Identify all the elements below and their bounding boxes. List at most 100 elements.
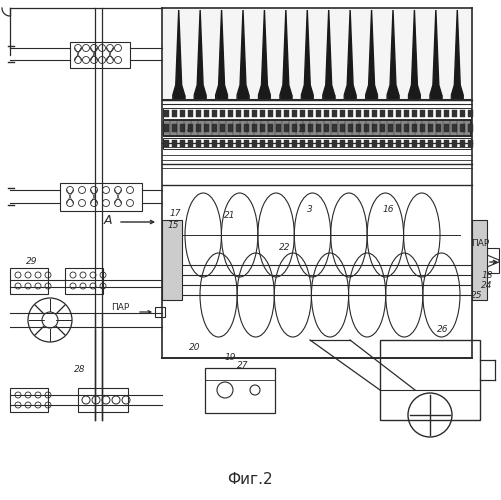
Bar	[164, 110, 169, 117]
Bar	[220, 124, 225, 132]
Bar	[276, 140, 281, 147]
Text: 16: 16	[382, 206, 394, 214]
Bar	[468, 124, 473, 132]
Bar	[472, 220, 487, 300]
Bar	[155, 307, 165, 317]
Polygon shape	[387, 10, 399, 100]
Bar	[284, 140, 289, 147]
Bar	[260, 110, 265, 117]
Polygon shape	[280, 10, 292, 100]
Text: 19: 19	[224, 354, 236, 362]
Text: 20: 20	[189, 344, 201, 352]
Bar	[163, 108, 471, 119]
Bar	[10, 268, 48, 294]
Bar	[420, 140, 425, 147]
Bar	[212, 124, 217, 132]
Bar	[404, 140, 409, 147]
Bar	[172, 140, 177, 147]
Bar	[292, 110, 297, 117]
Bar	[460, 140, 465, 147]
Bar	[65, 268, 103, 294]
Bar	[340, 140, 345, 147]
Text: 7: 7	[297, 126, 303, 134]
Text: 26: 26	[437, 326, 449, 334]
Bar	[172, 124, 177, 132]
Bar	[444, 124, 449, 132]
Bar	[188, 124, 193, 132]
Text: 29: 29	[26, 258, 38, 266]
Text: А: А	[104, 214, 112, 226]
Bar	[340, 110, 345, 117]
Bar	[452, 124, 457, 132]
Text: 18: 18	[481, 270, 493, 280]
Bar	[268, 124, 273, 132]
Bar	[308, 110, 313, 117]
Bar	[236, 110, 241, 117]
Bar	[316, 110, 321, 117]
Text: Фиг.2: Фиг.2	[227, 472, 273, 488]
Bar	[388, 140, 393, 147]
Bar	[212, 110, 217, 117]
Text: 3: 3	[307, 206, 313, 214]
Text: 28: 28	[74, 366, 86, 374]
Bar	[364, 110, 369, 117]
Bar	[364, 140, 369, 147]
Bar	[228, 124, 233, 132]
Bar	[372, 124, 377, 132]
Bar	[284, 124, 289, 132]
Bar	[348, 124, 353, 132]
Bar	[180, 110, 185, 117]
Bar	[436, 124, 441, 132]
Bar	[276, 110, 281, 117]
Bar	[468, 110, 473, 117]
Bar	[268, 110, 273, 117]
Bar	[420, 124, 425, 132]
Bar	[220, 110, 225, 117]
Bar	[205, 368, 275, 413]
Polygon shape	[215, 10, 227, 100]
Polygon shape	[237, 10, 249, 100]
Bar	[196, 140, 201, 147]
Bar	[188, 140, 193, 147]
Polygon shape	[173, 10, 184, 100]
Bar	[70, 42, 130, 68]
Polygon shape	[451, 10, 463, 100]
Bar	[380, 110, 385, 117]
Bar	[162, 220, 182, 300]
Bar	[460, 110, 465, 117]
Bar	[324, 124, 329, 132]
Bar	[428, 124, 433, 132]
Bar	[324, 140, 329, 147]
Bar	[244, 110, 249, 117]
Bar	[332, 124, 337, 132]
Bar	[324, 110, 329, 117]
Bar	[172, 110, 177, 117]
Bar	[356, 140, 361, 147]
Bar	[308, 140, 313, 147]
Bar	[252, 110, 257, 117]
Bar	[292, 124, 297, 132]
Text: 22: 22	[279, 244, 291, 252]
Bar	[388, 124, 393, 132]
Bar	[60, 183, 142, 211]
Bar	[163, 122, 471, 134]
Bar	[404, 124, 409, 132]
Bar	[204, 110, 209, 117]
Bar	[78, 388, 128, 412]
Bar	[364, 124, 369, 132]
Bar	[244, 140, 249, 147]
Text: 15: 15	[167, 220, 179, 230]
Polygon shape	[366, 10, 377, 100]
Bar	[163, 120, 471, 136]
Bar	[260, 140, 265, 147]
Text: 21: 21	[224, 210, 236, 220]
Bar	[420, 110, 425, 117]
Bar	[268, 140, 273, 147]
Bar	[428, 140, 433, 147]
Bar	[356, 124, 361, 132]
Bar	[244, 124, 249, 132]
Bar	[460, 124, 465, 132]
Polygon shape	[302, 10, 313, 100]
Bar	[204, 140, 209, 147]
Bar	[284, 110, 289, 117]
